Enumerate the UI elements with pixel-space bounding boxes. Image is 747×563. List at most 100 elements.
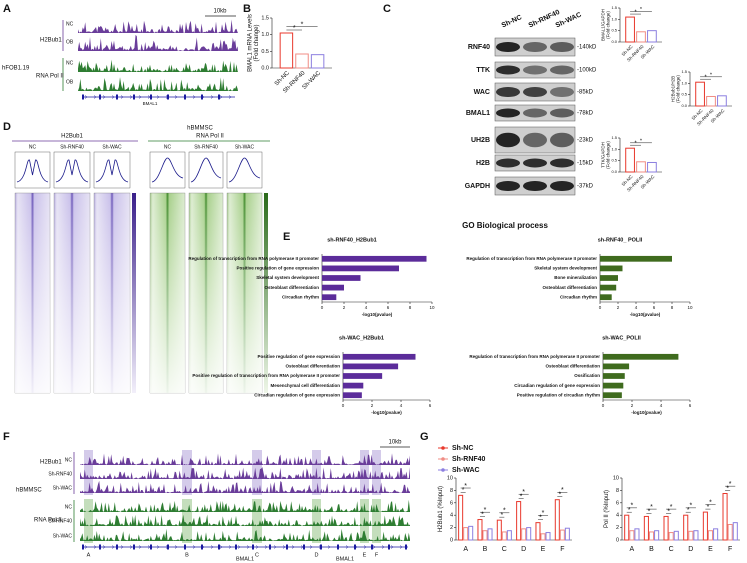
bar <box>636 31 646 43</box>
significance-label: * <box>542 510 545 517</box>
heatmap-fade <box>227 193 262 393</box>
sample-label: Sh-WAC <box>235 144 255 150</box>
y-tick-label: Positive regulation of gene expression <box>257 354 340 359</box>
bar <box>603 353 679 360</box>
region-label: B <box>185 552 189 558</box>
bar <box>603 363 630 370</box>
profile-line <box>95 159 129 183</box>
bar <box>322 275 361 281</box>
chart-title: sh-WAC_POLII <box>602 335 641 341</box>
x-tick-label: E <box>541 546 546 553</box>
chart-title: sh-RNF40_H2Bub1 <box>327 237 377 243</box>
y-tick-label: Regulation of transcription from RNA pol… <box>466 256 597 261</box>
y-axis-label: Pol II (%Input) <box>604 490 610 528</box>
x-axis-label: -log10(pvalue) <box>631 410 662 415</box>
blot-band <box>550 180 574 192</box>
signal-track <box>78 59 238 72</box>
x-tick-label: D <box>688 546 693 553</box>
blot-band <box>523 65 547 75</box>
exon <box>320 544 322 550</box>
gene-arrow <box>219 95 223 99</box>
size-label: -37kD <box>577 184 594 190</box>
bar <box>600 275 618 281</box>
sample-label: Sh-WAC <box>53 485 73 491</box>
y-tick-label: 6 <box>450 500 453 506</box>
blot-band <box>523 41 547 53</box>
exon <box>82 94 84 100</box>
bar <box>322 294 337 301</box>
signal-track <box>80 528 410 541</box>
significance-label: * <box>710 72 713 78</box>
panel-label: C <box>383 3 391 15</box>
significance-label: * <box>500 512 503 519</box>
chart-title: sh-RNF40_ POLII <box>598 237 643 243</box>
colorbar <box>132 193 136 393</box>
bar <box>625 147 635 173</box>
significance-label: * <box>539 514 542 521</box>
sample-label: NC <box>65 504 73 510</box>
scale-label: 10kb <box>213 9 227 15</box>
bar <box>458 494 464 541</box>
blot-band <box>496 41 520 53</box>
gene-arrow <box>138 95 142 99</box>
bar <box>496 519 502 541</box>
bar <box>343 373 383 379</box>
gene-arrow <box>111 545 115 549</box>
gene-arrow <box>174 545 178 549</box>
significance-label: * <box>689 503 692 510</box>
x-tick-label: 8 <box>671 305 674 310</box>
blot-band <box>496 65 520 75</box>
blot-band <box>550 108 574 118</box>
significance-label: * <box>648 508 651 515</box>
x-tick-label: 0 <box>342 403 345 408</box>
bar <box>603 373 625 379</box>
y-tick-label: 0.5 <box>261 49 269 55</box>
significance-label: * <box>522 489 525 496</box>
exon <box>150 94 152 100</box>
mark-label: RNA Pol II <box>34 518 62 524</box>
gene-arrow <box>192 95 196 99</box>
cell-label: hBMMSC <box>16 488 42 494</box>
x-tick-label: 10 <box>429 305 435 310</box>
significance-label: * <box>704 75 707 81</box>
signal-track <box>80 453 410 465</box>
y-tick-label: Circadian rhythm <box>560 294 597 299</box>
bar <box>463 527 469 541</box>
y-tick-label: Positive regulation of transcription fro… <box>192 373 340 378</box>
blot-band <box>523 132 547 148</box>
blot-band <box>550 132 574 148</box>
exon <box>201 544 203 550</box>
y-axis-label: (Fold change) <box>605 11 610 39</box>
gene-arrow <box>255 545 259 549</box>
bar <box>322 255 427 262</box>
bar <box>343 392 362 399</box>
bar <box>600 255 672 262</box>
x-tick-label: B <box>483 546 488 553</box>
significance-label: * <box>709 500 712 507</box>
protein-label: WAC <box>474 89 490 96</box>
x-tick-label: 2 <box>343 305 346 310</box>
signal-track <box>78 77 238 91</box>
significance-label: * <box>481 511 484 518</box>
exon <box>201 94 203 100</box>
y-axis-label: BMAL1/GAPDH <box>601 9 606 41</box>
x-tick-label: 6 <box>387 305 390 310</box>
x-tick-label: 4 <box>660 403 663 408</box>
sample-label: NC <box>29 144 37 150</box>
sample-label: Sh-RNF40 <box>60 144 84 150</box>
gene-arrow <box>192 545 196 549</box>
gene-arrow <box>102 545 106 549</box>
bar <box>663 515 669 541</box>
exon <box>133 94 135 100</box>
exon <box>405 544 407 550</box>
blot-band <box>496 132 520 148</box>
gene-arrow <box>309 545 313 549</box>
profile-box <box>226 151 263 189</box>
exon <box>99 544 101 550</box>
region-label: F <box>375 552 379 558</box>
bar <box>732 522 738 541</box>
gene-arrow <box>291 545 295 549</box>
x-tick-label: F <box>728 546 732 553</box>
protein-label: GAPDH <box>465 183 490 190</box>
y-tick-label: Regulation of transcription from RNA pol… <box>188 256 319 261</box>
